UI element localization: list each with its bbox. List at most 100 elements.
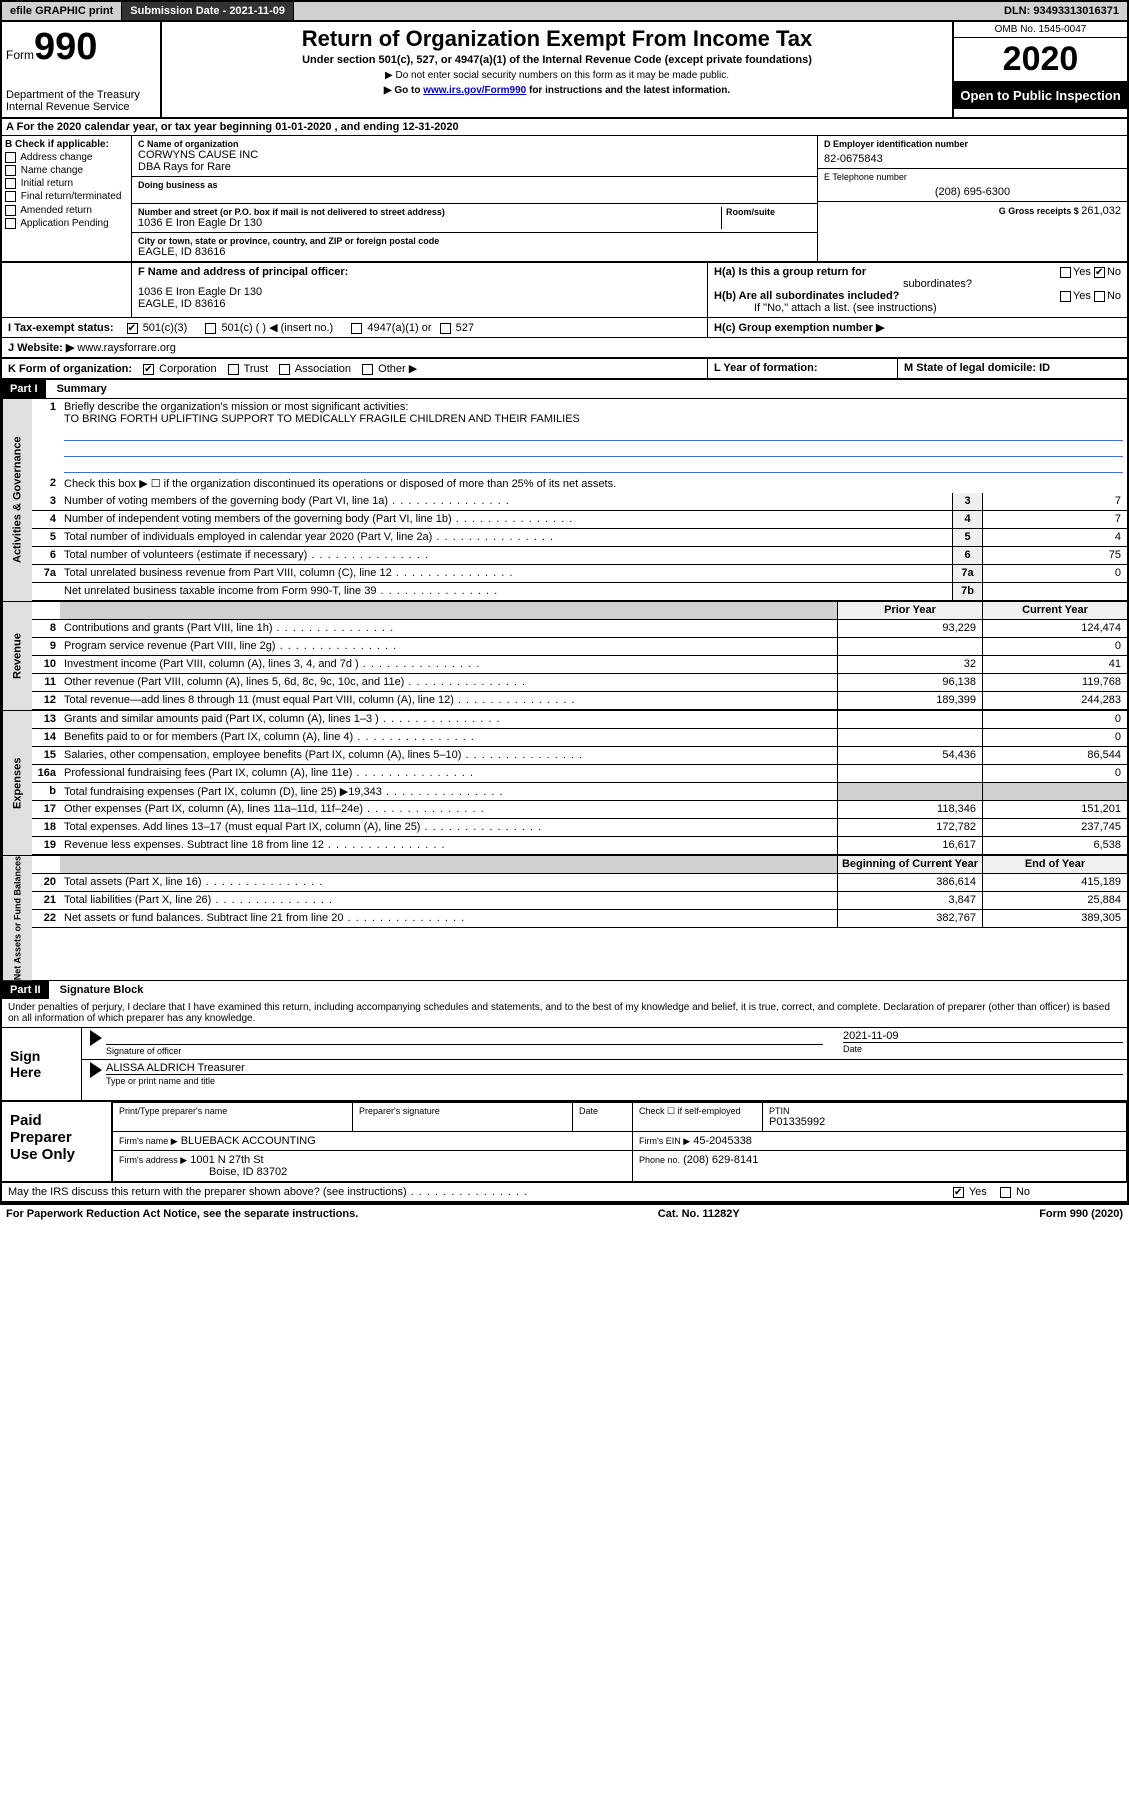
prior-year-value bbox=[837, 711, 982, 728]
officer-name: ALISSA ALDRICH Treasurer bbox=[106, 1062, 1123, 1074]
header-bar: efile GRAPHIC print Submission Date - 20… bbox=[2, 2, 1127, 22]
ptin-value: P01335992 bbox=[769, 1116, 1120, 1128]
part2-title: Signature Block bbox=[52, 981, 152, 999]
form-label: Form bbox=[6, 48, 34, 62]
open-inspection: Open to Public Inspection bbox=[954, 82, 1127, 109]
net-assets-section: Net Assets or Fund Balances Beginning of… bbox=[2, 855, 1127, 981]
discuss-no-checkbox[interactable] bbox=[1000, 1187, 1011, 1198]
prior-year-value bbox=[837, 783, 982, 800]
colb-checkbox[interactable] bbox=[5, 165, 16, 176]
colb-checkbox[interactable] bbox=[5, 191, 16, 202]
officer-addr2: EAGLE, ID 83616 bbox=[138, 298, 701, 310]
current-year-value: 0 bbox=[982, 729, 1127, 746]
sign-here-section: Sign Here Signature of officer 2021-11-0… bbox=[2, 1027, 1127, 1102]
vert-label-expenses: Expenses bbox=[2, 711, 32, 855]
527-checkbox[interactable] bbox=[440, 323, 451, 334]
arrow-icon bbox=[90, 1062, 102, 1078]
firm-addr2: Boise, ID 83702 bbox=[209, 1166, 626, 1178]
current-year-value: 0 bbox=[982, 711, 1127, 728]
colb-checkbox[interactable] bbox=[5, 178, 16, 189]
part1-title: Summary bbox=[49, 380, 115, 398]
line-value: 75 bbox=[982, 547, 1127, 564]
assoc-checkbox[interactable] bbox=[279, 364, 290, 375]
discuss-row: May the IRS discuss this return with the… bbox=[2, 1183, 1127, 1203]
501c3-checkbox[interactable] bbox=[127, 323, 138, 334]
firm-ein: 45-2045338 bbox=[693, 1135, 752, 1147]
form-container: efile GRAPHIC print Submission Date - 20… bbox=[0, 0, 1129, 1205]
org-address: 1036 E Iron Eagle Dr 130 bbox=[138, 217, 721, 229]
prior-year-value: 16,617 bbox=[837, 837, 982, 854]
vert-label-activities: Activities & Governance bbox=[2, 399, 32, 601]
trust-checkbox[interactable] bbox=[228, 364, 239, 375]
current-year-value: 237,745 bbox=[982, 819, 1127, 836]
submission-date: Submission Date - 2021-11-09 bbox=[122, 2, 294, 20]
part1-header: Part I bbox=[2, 380, 46, 398]
current-year-value: 6,538 bbox=[982, 837, 1127, 854]
part2-header: Part II bbox=[2, 981, 49, 999]
prior-year-value bbox=[837, 729, 982, 746]
current-year-value: 244,283 bbox=[982, 692, 1127, 709]
line-value bbox=[982, 583, 1127, 600]
ein-value: 82-0675843 bbox=[824, 153, 1121, 165]
line-value: 0 bbox=[982, 565, 1127, 582]
website-url: www.raysforrare.org bbox=[77, 342, 175, 354]
current-year-value: 41 bbox=[982, 656, 1127, 673]
form-number: 990 bbox=[34, 26, 97, 68]
top-section: Form990 Department of the Treasury Inter… bbox=[2, 22, 1127, 119]
arrow-icon bbox=[90, 1030, 102, 1046]
prior-year-value: 386,614 bbox=[837, 874, 982, 891]
hb-no-checkbox[interactable] bbox=[1094, 291, 1105, 302]
part2-header-row: Part II Signature Block bbox=[2, 981, 1127, 999]
title-col: Return of Organization Exempt From Incom… bbox=[162, 22, 952, 117]
ha-no-checkbox[interactable] bbox=[1094, 267, 1105, 278]
prior-year-value: 3,847 bbox=[837, 892, 982, 909]
hb-yes-checkbox[interactable] bbox=[1060, 291, 1071, 302]
dept-label: Department of the Treasury bbox=[6, 89, 156, 101]
firm-name: BLUEBACK ACCOUNTING bbox=[181, 1135, 316, 1147]
irs-link[interactable]: www.irs.gov/Form990 bbox=[423, 85, 526, 96]
corp-checkbox[interactable] bbox=[143, 364, 154, 375]
current-year-value: 25,884 bbox=[982, 892, 1127, 909]
row-k-l-m: K Form of organization: Corporation Trus… bbox=[2, 359, 1127, 380]
sign-date: 2021-11-09 bbox=[843, 1030, 1123, 1042]
paid-preparer-label: Paid Preparer Use Only bbox=[2, 1102, 112, 1181]
discuss-yes-checkbox[interactable] bbox=[953, 1187, 964, 1198]
colb-checkbox[interactable] bbox=[5, 152, 16, 163]
ha-yes-checkbox[interactable] bbox=[1060, 267, 1071, 278]
form-title: Return of Organization Exempt From Incom… bbox=[170, 26, 944, 52]
other-checkbox[interactable] bbox=[362, 364, 373, 375]
prior-year-value: 96,138 bbox=[837, 674, 982, 691]
footer-left: For Paperwork Reduction Act Notice, see … bbox=[6, 1208, 358, 1220]
part1-header-row: Part I Summary bbox=[2, 380, 1127, 398]
firm-phone: (208) 629-8141 bbox=[683, 1154, 758, 1166]
year-col: OMB No. 1545-0047 2020 Open to Public In… bbox=[952, 22, 1127, 117]
current-year-value: 0 bbox=[982, 638, 1127, 655]
current-year-value: 0 bbox=[982, 765, 1127, 782]
irs-label: Internal Revenue Service bbox=[6, 101, 156, 113]
phone-value: (208) 695-6300 bbox=[824, 186, 1121, 198]
efile-label: efile GRAPHIC print bbox=[2, 2, 122, 20]
sign-here-label: Sign Here bbox=[2, 1028, 82, 1100]
dln: DLN: 93493313016371 bbox=[996, 2, 1127, 20]
tax-year: 2020 bbox=[954, 38, 1127, 82]
current-year-value: 415,189 bbox=[982, 874, 1127, 891]
current-year-value: 124,474 bbox=[982, 620, 1127, 637]
col-b-checkboxes: B Check if applicable: Address change Na… bbox=[2, 136, 132, 261]
expenses-section: Expenses 13Grants and similar amounts pa… bbox=[2, 710, 1127, 855]
colb-checkbox[interactable] bbox=[5, 205, 16, 216]
prior-year-value: 54,436 bbox=[837, 747, 982, 764]
row-f-h: F Name and address of principal officer:… bbox=[2, 263, 1127, 318]
row-i: I Tax-exempt status: 501(c)(3) 501(c) ( … bbox=[2, 318, 1127, 338]
officer-addr1: 1036 E Iron Eagle Dr 130 bbox=[138, 286, 701, 298]
prior-year-value: 118,346 bbox=[837, 801, 982, 818]
4947-checkbox[interactable] bbox=[351, 323, 362, 334]
colb-checkbox[interactable] bbox=[5, 218, 16, 229]
current-year-value: 151,201 bbox=[982, 801, 1127, 818]
firm-addr1: 1001 N 27th St bbox=[190, 1154, 263, 1166]
gross-receipts: 261,032 bbox=[1081, 205, 1121, 217]
footer-mid: Cat. No. 11282Y bbox=[658, 1208, 740, 1220]
prior-year-value: 32 bbox=[837, 656, 982, 673]
501c-checkbox[interactable] bbox=[205, 323, 216, 334]
org-name: CORWYNS CAUSE INC bbox=[138, 149, 811, 161]
prior-year-value: 382,767 bbox=[837, 910, 982, 927]
